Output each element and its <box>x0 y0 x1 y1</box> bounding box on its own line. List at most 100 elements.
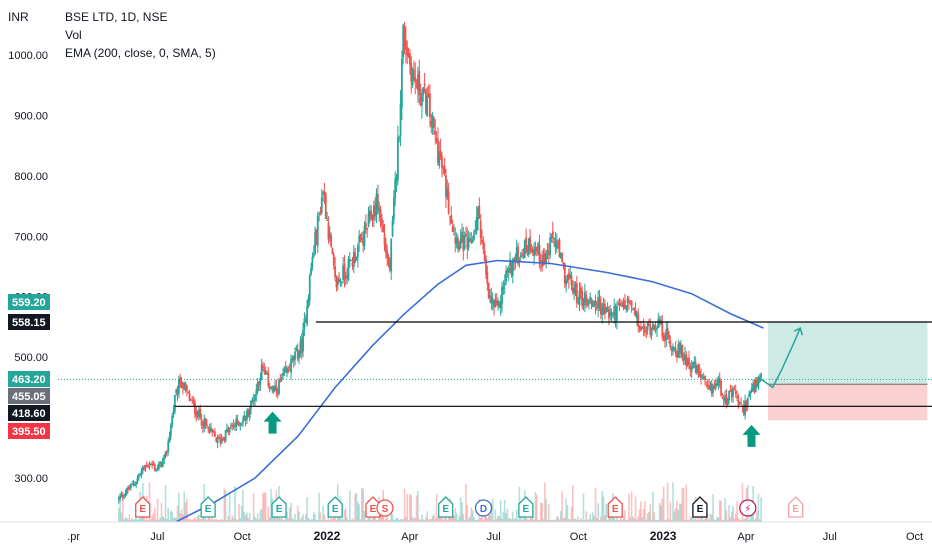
volume-bar <box>760 497 762 522</box>
candle-body <box>573 287 576 294</box>
candle-body <box>478 205 481 219</box>
event-marker-earnings-green[interactable]: E <box>271 496 287 518</box>
price-badge-up[interactable]: 463.20 <box>8 371 50 387</box>
candle-body <box>383 233 386 246</box>
event-marker-earnings-faded[interactable]: E <box>788 496 804 518</box>
candle-body <box>607 308 610 318</box>
candle-body <box>260 364 263 380</box>
x-tick-label: Apr <box>737 531 754 543</box>
event-marker-split[interactable]: S <box>376 499 394 517</box>
volume-bar <box>170 510 172 522</box>
volume-bar <box>590 519 593 522</box>
candle-body <box>591 304 594 307</box>
candle-body <box>376 194 379 209</box>
volume-bar <box>457 519 459 522</box>
volume-bar <box>405 516 407 522</box>
volume-bar <box>605 503 608 522</box>
earnings-icon <box>200 496 216 518</box>
price-badge-down[interactable]: 395.50 <box>8 423 50 439</box>
event-marker-earnings-dark[interactable]: E <box>692 496 708 518</box>
symbol-title[interactable]: BSE LTD, 1D, NSE <box>65 10 167 24</box>
volume-bar <box>740 519 742 522</box>
candle-body <box>371 216 374 220</box>
event-marker-earnings-green[interactable]: E <box>438 496 454 518</box>
candle-body <box>354 253 357 263</box>
volume-bar <box>386 516 389 522</box>
price-badge-black[interactable]: 558.15 <box>8 314 50 330</box>
price-badge-gray[interactable]: 455.05 <box>8 388 50 404</box>
volume-bar <box>471 510 474 522</box>
up-arrow-icon[interactable] <box>263 411 282 434</box>
volume-bar <box>402 519 405 522</box>
volume-bar <box>465 483 467 522</box>
y-tick-label: 800.00 <box>14 171 48 183</box>
event-letter: E <box>370 504 377 515</box>
candle-body <box>409 53 411 64</box>
candle-body <box>517 246 519 264</box>
candle-body <box>571 287 574 292</box>
candle-body <box>244 415 247 421</box>
candle-body <box>384 243 387 253</box>
volume-bar <box>521 519 523 522</box>
earnings-icon <box>135 496 151 518</box>
x-tick-label: Oct <box>234 531 251 543</box>
volume-bar <box>266 519 268 522</box>
event-marker-earnings-green[interactable]: E <box>200 496 216 518</box>
volume-bar <box>411 516 414 522</box>
volume-bar <box>239 517 242 522</box>
candle-body <box>610 312 613 314</box>
candle-body <box>752 383 755 390</box>
ema-legend[interactable]: EMA (200, close, 0, SMA, 5) <box>65 46 216 60</box>
candle-body <box>334 266 337 278</box>
volume-bar <box>361 488 363 522</box>
candle-body <box>746 397 749 406</box>
candle-body <box>559 252 562 258</box>
volume-bar <box>258 519 260 522</box>
volume-bar <box>398 519 401 522</box>
position-zones <box>768 321 928 421</box>
candle-body <box>578 290 581 306</box>
candle-body <box>692 362 694 369</box>
candle-body <box>413 69 415 76</box>
volume-bar <box>648 511 650 522</box>
volume-bar <box>712 494 714 522</box>
volume-bar <box>566 505 569 522</box>
price-badge-up[interactable]: 559.20 <box>8 294 50 310</box>
volume-bar <box>649 503 652 522</box>
x-tick-label: Jul <box>823 531 837 543</box>
volume-bar <box>320 519 323 522</box>
event-marker-earnings-green[interactable]: E <box>518 496 534 518</box>
up-arrow-icon[interactable] <box>742 424 761 447</box>
volume-bar <box>758 519 761 522</box>
volume-bar <box>162 516 164 522</box>
candle-body <box>204 418 207 425</box>
candle-body <box>694 362 697 373</box>
volume-bar <box>693 519 696 522</box>
volume-bar <box>418 518 421 522</box>
candle-body <box>646 323 649 331</box>
volume-bar <box>363 510 366 522</box>
candle-body <box>268 387 271 389</box>
candle-body <box>533 250 535 257</box>
candle-body <box>636 311 638 319</box>
event-marker-earnings-green[interactable]: E <box>327 496 343 518</box>
price-badge-black[interactable]: 418.60 <box>8 405 50 421</box>
price-badge-bg <box>8 405 50 421</box>
vol-legend[interactable]: Vol <box>65 28 82 42</box>
event-marker-earnings-red[interactable]: E <box>607 496 623 518</box>
event-marker-dividend[interactable]: D <box>474 499 493 517</box>
volume-bar <box>140 517 143 522</box>
event-marker-earnings-red[interactable]: E <box>135 496 151 518</box>
candle-body <box>491 299 494 304</box>
candle-body <box>419 97 422 103</box>
volume-bar <box>638 509 641 522</box>
event-marker-news[interactable]: ⚡ <box>739 499 757 517</box>
candle-body <box>438 152 441 166</box>
candle-body <box>243 415 246 421</box>
candle-body <box>375 193 378 216</box>
candle-body <box>599 303 602 315</box>
volume-bar <box>414 517 417 522</box>
candle-body <box>575 283 578 303</box>
volume-bar <box>624 509 626 522</box>
